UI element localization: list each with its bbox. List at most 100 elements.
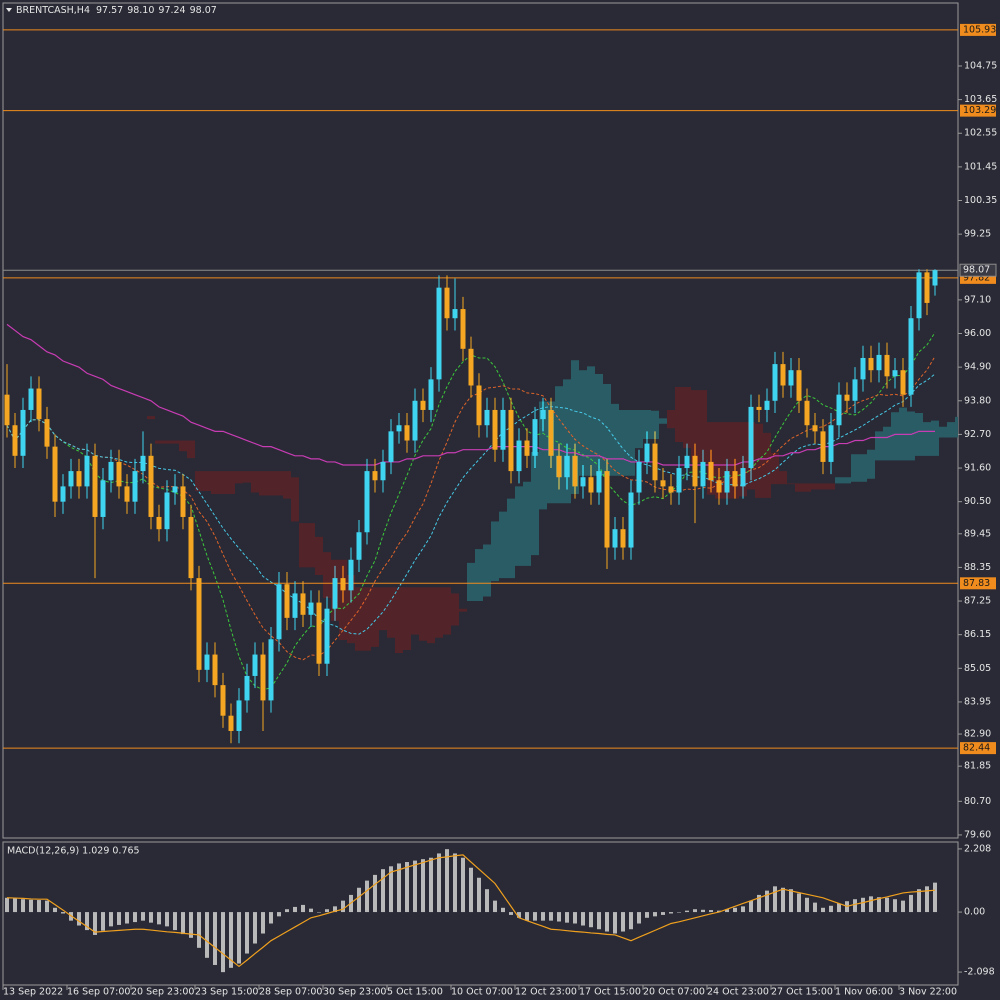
candle-body <box>588 477 594 493</box>
macd-histogram-bar <box>421 859 425 913</box>
macd-histogram-bar <box>181 912 185 935</box>
x-tick-label: 23 Sep 15:00 <box>195 987 258 998</box>
candle-body <box>140 455 146 472</box>
macd-histogram-bar <box>301 904 305 913</box>
candle-body <box>340 578 346 591</box>
x-tick-label: 24 Oct 23:00 <box>707 987 769 998</box>
macd-histogram-bar <box>789 889 793 913</box>
candle-body <box>540 409 546 420</box>
candle-body <box>612 529 618 548</box>
y-tick-label: 79.60 <box>964 829 991 840</box>
macd-histogram-bar <box>437 853 441 913</box>
macd-histogram-bar <box>493 900 497 913</box>
candle-body <box>84 455 90 487</box>
candle-body <box>132 471 138 502</box>
candle-body <box>468 348 474 386</box>
macd-histogram-bar <box>149 912 153 923</box>
macd-histogram-bar <box>13 898 17 913</box>
y-tick-label: 85.05 <box>964 663 991 674</box>
macd-histogram-bar <box>725 909 729 913</box>
current-price-label: 98.07 <box>963 265 990 276</box>
macd-histogram-bar <box>557 912 561 922</box>
candle-body <box>172 486 178 493</box>
candle-body <box>300 593 306 615</box>
macd-histogram-bar <box>469 867 473 913</box>
x-tick-label: 17 Oct 15:00 <box>579 987 641 998</box>
macd-y-tick-label: -2.098 <box>964 967 995 978</box>
macd-histogram-bar <box>613 912 617 934</box>
macd-histogram-bar <box>781 887 785 913</box>
candle-body <box>308 602 314 615</box>
macd-histogram-bar <box>477 877 481 913</box>
macd-histogram-bar <box>645 912 649 918</box>
candle-body <box>276 584 282 640</box>
candle-body <box>828 425 834 462</box>
candle-body <box>780 364 786 386</box>
candle-body <box>164 492 170 530</box>
macd-histogram-bar <box>861 897 865 913</box>
macd-histogram-bar <box>661 912 665 915</box>
candle-body <box>396 425 402 432</box>
macd-histogram-bar <box>445 849 449 913</box>
y-tick-label: 97.10 <box>964 294 991 305</box>
candle-body <box>44 419 50 447</box>
candle-body <box>380 461 386 481</box>
axes: 104.75 103.65 102.55 101.45 100.35 99.25 97.10… <box>2 23 997 998</box>
macd-histogram-bar <box>341 900 345 913</box>
candle-body <box>52 446 58 502</box>
candle-body <box>196 578 202 670</box>
level-label-box <box>960 577 996 590</box>
dropdown-icon[interactable] <box>6 8 12 12</box>
macd-histogram-bar <box>165 912 169 927</box>
macd-histogram-bar <box>885 897 889 913</box>
x-tick-label: 13 Sep 2022 <box>3 987 63 998</box>
macd-histogram-bar <box>909 894 913 913</box>
macd-histogram-bar <box>381 869 385 913</box>
quote-low: 97.24 <box>158 5 185 16</box>
candle-body <box>676 468 682 493</box>
macd-signal-line <box>6 854 936 968</box>
candle-body <box>452 309 458 319</box>
candle-body <box>116 461 122 487</box>
macd-histogram-bar <box>333 906 337 913</box>
macd-plot <box>5 849 937 973</box>
y-tick-label: 93.80 <box>964 395 991 406</box>
macd-histogram-bar <box>549 912 553 921</box>
macd-histogram-bar <box>893 899 897 913</box>
macd-histogram-bar <box>237 912 241 964</box>
candle-body <box>60 486 66 502</box>
macd-histogram-bar <box>709 910 713 913</box>
macd-histogram-bar <box>501 907 505 913</box>
candle-body <box>620 529 626 548</box>
macd-histogram-bar <box>109 912 113 927</box>
candle-body <box>492 409 498 450</box>
y-tick-label: 104.75 <box>964 60 997 71</box>
macd-histogram-bar <box>805 897 809 913</box>
macd-histogram-bar <box>525 912 529 921</box>
candle-body <box>764 400 770 410</box>
candle-body <box>364 471 370 533</box>
candle-body <box>692 455 698 487</box>
macd-histogram-bar <box>397 863 401 913</box>
macd-histogram-bar <box>797 893 801 913</box>
macd-histogram-bar <box>749 900 753 913</box>
candle-body <box>916 272 922 319</box>
candle-body <box>508 409 514 472</box>
y-tick-label: 82.90 <box>964 729 991 740</box>
quote-close: 98.07 <box>190 5 217 16</box>
candle-body <box>204 654 210 670</box>
x-tick-label: 27 Oct 15:00 <box>771 987 833 998</box>
macd-histogram-bar <box>85 912 89 931</box>
candle-body <box>76 471 82 487</box>
candle-body <box>876 354 882 371</box>
macd-histogram-bar <box>461 857 465 913</box>
level-label: 97.82 <box>963 272 990 283</box>
candle-body <box>932 270 938 286</box>
candle-body <box>460 309 466 349</box>
candle-body <box>188 516 194 579</box>
candle-body <box>436 287 442 380</box>
macd-y-tick-label: 0.00 <box>964 907 985 918</box>
y-tick-label: 99.25 <box>964 229 991 240</box>
